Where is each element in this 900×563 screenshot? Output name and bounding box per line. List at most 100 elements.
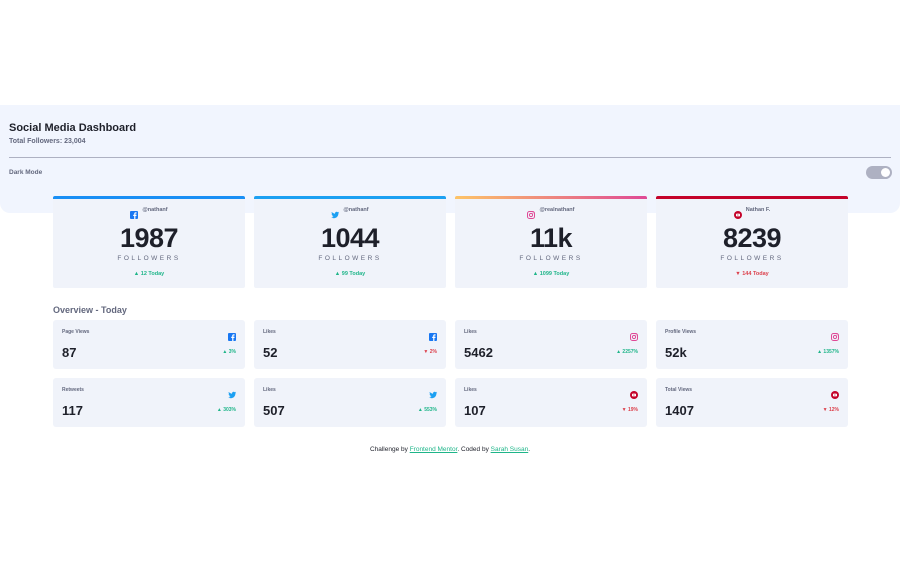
tile-change: ▲ 553% [418, 407, 437, 413]
up-arrow-icon: ▲ [417, 407, 423, 413]
follower-card-instagram[interactable]: @realnathanf 11k FOLLOWERS ▲ 1099 Today [455, 196, 647, 288]
followers-label: FOLLOWERS [720, 255, 784, 262]
page-title: Social Media Dashboard [9, 122, 137, 134]
toggle-knob [881, 168, 890, 177]
tile-change-value: 2257% [622, 349, 638, 355]
card-accent-bar [656, 196, 848, 199]
today-change-value: 99 Today [341, 271, 366, 277]
facebook-icon [228, 328, 236, 341]
facebook-icon [429, 328, 437, 341]
tile-change-value: 303% [223, 407, 236, 413]
down-arrow-icon: ▼ [822, 407, 828, 413]
follower-card-twitter[interactable]: @nathanf 1044 FOLLOWERS ▲ 99 Today [254, 196, 446, 288]
tile-value: 52k [665, 345, 687, 360]
tile-change: ▲ 3% [222, 349, 236, 355]
card-accent-bar [53, 196, 245, 199]
tile-change: ▼ 19% [622, 407, 638, 413]
header-background [0, 105, 900, 213]
today-change-value: 144 Today [742, 271, 769, 277]
card-handle: @nathanf [142, 207, 168, 213]
up-arrow-icon: ▲ [334, 271, 341, 277]
dark-mode-label: Dark Mode [9, 169, 43, 176]
tile-label: Total Views [665, 387, 693, 393]
tile-label: Likes [464, 387, 477, 393]
card-handle-row: @nathanf [53, 206, 245, 219]
followers-label: FOLLOWERS [318, 255, 382, 262]
twitter-icon [429, 386, 438, 399]
overview-tile-youtube-likes[interactable]: Likes 107 ▼ 19% [455, 378, 647, 427]
overview-tile-total-views[interactable]: Total Views 1407 ▼ 12% [656, 378, 848, 427]
overview-tile-twitter-likes[interactable]: Likes 507 ▲ 553% [254, 378, 446, 427]
instagram-icon [630, 328, 638, 341]
overview-title: Overview - Today [53, 305, 127, 315]
down-arrow-icon: ▼ [735, 271, 741, 277]
total-followers: Total Followers: 23,004 [9, 138, 86, 145]
today-change: ▲ 1099 Today [455, 271, 647, 277]
tile-change: ▲ 2257% [616, 349, 638, 355]
tile-change: ▼ 12% [823, 407, 839, 413]
tile-label: Likes [263, 329, 276, 335]
card-handle-row: Nathan F. [656, 206, 848, 219]
tile-change-value: 2% [429, 349, 437, 355]
followers-label: FOLLOWERS [519, 255, 583, 262]
overview-tile-retweets[interactable]: Retweets 117 ▲ 303% [53, 378, 245, 427]
follower-count: 8239 [722, 223, 782, 253]
overview-tile-page-views[interactable]: Page Views 87 ▲ 3% [53, 320, 245, 369]
footer-prefix: Challenge by [369, 446, 410, 453]
footer-middle: . Coded by [457, 446, 491, 453]
attribution-footer: Challenge by Frontend Mentor. Coded by S… [0, 446, 900, 453]
today-change-value: 12 Today [140, 271, 165, 277]
tile-change: ▲ 1357% [817, 349, 839, 355]
tile-label: Page Views [62, 329, 90, 335]
card-handle: @nathanf [343, 207, 369, 213]
follower-count: 1987 [119, 223, 179, 253]
twitter-icon [228, 386, 237, 399]
tile-value: 5462 [464, 345, 493, 360]
down-arrow-icon: ▼ [621, 407, 627, 413]
tile-value: 107 [464, 403, 486, 418]
twitter-icon [331, 206, 340, 219]
tile-change-value: 3% [228, 349, 236, 355]
dark-mode-toggle[interactable] [866, 166, 892, 179]
follower-count: 11k [529, 223, 573, 253]
tile-change-value: 553% [424, 407, 437, 413]
overview-tile-facebook-likes[interactable]: Likes 52 ▼ 2% [254, 320, 446, 369]
card-handle-row: @realnathanf [455, 206, 647, 219]
today-change-value: 1099 Today [539, 271, 570, 277]
tile-change: ▼ 2% [423, 349, 437, 355]
overview-tile-instagram-likes[interactable]: Likes 5462 ▲ 2257% [455, 320, 647, 369]
overview-tile-profile-views[interactable]: Profile Views 52k ▲ 1357% [656, 320, 848, 369]
tile-value: 117 [62, 403, 83, 418]
follower-card-youtube[interactable]: Nathan F. 8239 FOLLOWERS ▼ 144 Today [656, 196, 848, 288]
tile-change-value: 19% [627, 407, 638, 413]
youtube-icon [831, 386, 839, 399]
card-accent-bar [455, 196, 647, 199]
tile-label: Profile Views [665, 329, 697, 335]
youtube-icon [733, 206, 742, 219]
tile-change: ▲ 303% [217, 407, 236, 413]
follower-count: 1044 [320, 223, 380, 253]
up-arrow-icon: ▲ [817, 349, 823, 355]
up-arrow-icon: ▲ [532, 271, 539, 277]
tile-label: Likes [263, 387, 276, 393]
instagram-icon [527, 206, 536, 219]
up-arrow-icon: ▲ [222, 349, 228, 355]
tile-change-value: 1357% [823, 349, 839, 355]
facebook-icon [130, 206, 139, 219]
today-change: ▼ 144 Today [656, 271, 848, 277]
author-link[interactable]: Sarah Susan [490, 446, 529, 453]
tile-change-value: 12% [828, 407, 839, 413]
tile-value: 87 [62, 345, 77, 360]
tile-value: 1407 [665, 403, 694, 418]
up-arrow-icon: ▲ [133, 271, 140, 277]
today-change: ▲ 12 Today [53, 271, 245, 277]
card-handle-row: @nathanf [254, 206, 446, 219]
tile-value: 52 [263, 345, 278, 360]
frontend-mentor-link[interactable]: Frontend Mentor [409, 446, 458, 453]
follower-cards: @nathanf 1987 FOLLOWERS ▲ 12 Today @nath… [53, 196, 848, 288]
today-change: ▲ 99 Today [254, 271, 446, 277]
follower-card-facebook[interactable]: @nathanf 1987 FOLLOWERS ▲ 12 Today [53, 196, 245, 288]
card-accent-bar [254, 196, 446, 199]
tile-label: Likes [464, 329, 477, 335]
card-handle: @realnathanf [539, 207, 575, 213]
